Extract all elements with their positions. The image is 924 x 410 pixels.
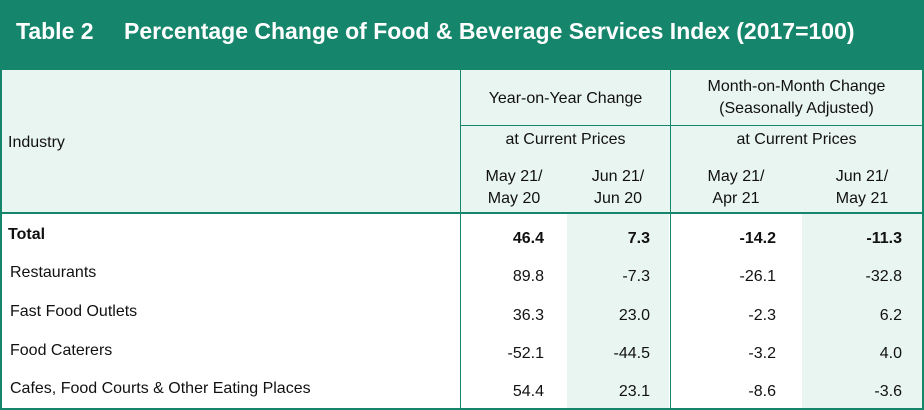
row-mom-may: -2.3: [748, 307, 776, 324]
row-yoy-may: 46.4: [512, 230, 544, 247]
header-col4-line1: Jun 21/: [835, 168, 889, 185]
row-mom-jun: -3.6: [874, 383, 902, 400]
row-yoy-jun: 23.1: [618, 383, 650, 400]
mom-jun-column-shade: [802, 214, 922, 408]
table-number: Table 2: [16, 18, 94, 44]
header-col4-line2: May 21: [835, 190, 889, 207]
divider-industry: [460, 70, 461, 408]
row-mom-jun: -11.3: [866, 230, 902, 247]
row-mom-jun: -32.8: [865, 268, 902, 285]
header-col2-line1: Jun 21/: [591, 168, 645, 185]
header-yoy-group: Year-on-Year Change: [488, 90, 643, 107]
table-title-bar: Table 2 Percentage Change of Food & Beve…: [2, 2, 922, 70]
divider-group-sub: [460, 125, 922, 126]
table-title: Percentage Change of Food & Beverage Ser…: [124, 18, 855, 44]
row-industry: Total: [8, 226, 46, 243]
row-mom-may: -26.1: [739, 268, 776, 285]
row-industry: Food Caterers: [10, 342, 113, 359]
header-col3-line1: May 21/: [707, 168, 765, 185]
row-industry: Fast Food Outlets: [10, 303, 138, 320]
row-yoy-may: 54.4: [512, 383, 544, 400]
header-mom-group-line1: Month-on-Month Change: [707, 78, 886, 95]
header-mom-group-line2: (Seasonally Adjusted): [719, 100, 874, 117]
row-yoy-jun: -7.3: [622, 268, 650, 285]
header-col2-line2: Jun 20: [593, 190, 643, 207]
header-mom-sub: at Current Prices: [736, 131, 857, 148]
header-yoy-sub: at Current Prices: [505, 131, 626, 148]
row-yoy-jun: 23.0: [618, 307, 650, 324]
header-col3-line2: Apr 21: [712, 190, 760, 207]
row-mom-may: -8.6: [748, 383, 776, 400]
row-yoy-jun: 7.3: [627, 230, 650, 247]
row-yoy-may: 36.3: [512, 307, 544, 324]
row-yoy-may: 89.8: [512, 268, 544, 285]
row-yoy-may: -52.1: [507, 345, 544, 362]
row-mom-may: -3.2: [748, 345, 776, 362]
row-mom-may: -14.2: [739, 230, 776, 247]
divider-header-body: [2, 212, 922, 214]
row-mom-jun: 4.0: [879, 345, 902, 362]
row-industry: Cafes, Food Courts & Other Eating Places: [10, 380, 311, 397]
header-col1-line2: May 20: [487, 190, 541, 207]
row-industry: Restaurants: [10, 264, 97, 281]
divider-yoy-mom: [670, 70, 671, 408]
yoy-jun-column-shade: [567, 214, 669, 408]
row-mom-jun: 6.2: [879, 307, 902, 324]
header-industry: Industry: [8, 134, 65, 151]
table-header: [2, 70, 922, 213]
row-yoy-jun: -44.5: [613, 345, 650, 362]
header-col1-line1: May 21/: [485, 168, 543, 185]
